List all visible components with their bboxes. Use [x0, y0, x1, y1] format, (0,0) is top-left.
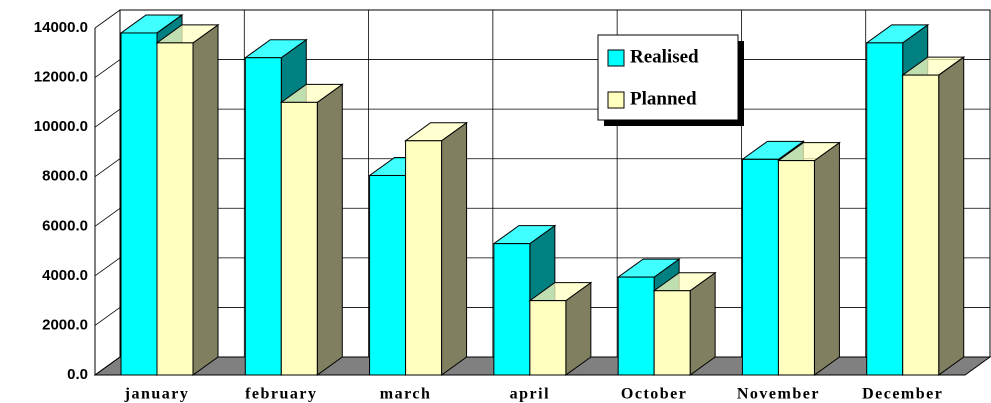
x-tick-label: january — [124, 386, 190, 403]
bar — [120, 32, 158, 376]
y-tick-label: 4000.0 — [42, 267, 88, 284]
grid-line-side — [94, 158, 121, 178]
x-tick-label: November — [737, 386, 820, 403]
bar — [866, 42, 904, 376]
bar-side — [938, 56, 965, 376]
grid-line-side — [94, 207, 121, 227]
y-tick-label: 2000.0 — [42, 316, 88, 333]
bar — [369, 174, 407, 376]
grid-line-side — [94, 356, 121, 376]
x-tick-label: february — [245, 386, 317, 403]
grid-line-side — [94, 307, 121, 326]
y-tick-label: 10000.0 — [34, 118, 88, 135]
bar — [617, 276, 655, 376]
bar-side — [441, 121, 468, 376]
y-tick-label: 8000.0 — [42, 168, 88, 185]
bar — [244, 57, 282, 376]
bar — [902, 74, 940, 376]
bar — [405, 140, 443, 376]
grid-line-side — [94, 9, 121, 29]
y-tick-label: 14000.0 — [34, 19, 88, 36]
bar-side — [316, 83, 343, 376]
x-tick-label: march — [380, 386, 432, 403]
y-tick-label: 0.0 — [67, 366, 88, 383]
legend-swatch — [607, 91, 625, 109]
bar — [741, 158, 779, 376]
grid-line-side — [94, 59, 121, 78]
legend-label: Realised — [630, 46, 699, 67]
y-tick-label: 6000.0 — [42, 217, 88, 234]
legend-label: Planned — [630, 88, 697, 109]
bar — [493, 243, 531, 376]
bar — [529, 300, 567, 376]
x-tick-label: October — [621, 386, 687, 403]
grid-line-side — [94, 257, 121, 277]
bar — [653, 290, 691, 376]
bar — [777, 160, 815, 376]
x-tick-label: april — [510, 386, 550, 403]
bar — [156, 42, 194, 376]
grid-line-side — [94, 108, 121, 128]
bar-side — [813, 141, 840, 376]
bar-side — [192, 23, 219, 376]
y-tick-label: 12000.0 — [34, 69, 88, 86]
bar — [280, 101, 318, 376]
legend-swatch — [607, 49, 625, 67]
x-tick-label: December — [862, 386, 943, 403]
